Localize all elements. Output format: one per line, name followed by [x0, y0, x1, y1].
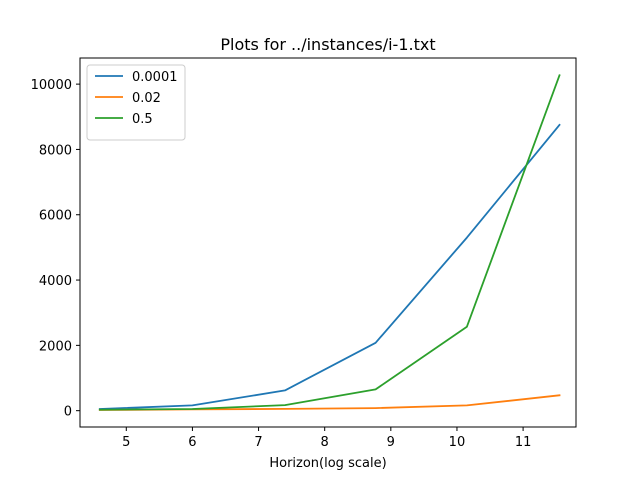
x-tick-label: 7 [254, 435, 262, 450]
x-tick-label: 9 [387, 435, 395, 450]
y-tick-label: 2000 [39, 339, 72, 354]
axes: 5 6 7 8 9 10 11 0 2000 4000 6000 8000 10000 [31, 57, 577, 450]
plot-area [98, 74, 561, 411]
x-tick-label: 5 [122, 435, 130, 450]
x-tick-label: 10 [449, 435, 466, 450]
chart-title: Plots for ../instances/i-1.txt [220, 35, 435, 54]
x-tick-label: 8 [321, 435, 329, 450]
legend-label: 0.0001 [132, 70, 178, 85]
legend: 0.0001 0.02 0.5 [86, 64, 186, 141]
legend-label: 0.5 [132, 112, 153, 127]
series-line-0.5 [98, 74, 561, 411]
axes-frame [79, 57, 577, 428]
y-tick-label: 0 [64, 405, 72, 420]
series-line-0.0001 [98, 123, 561, 410]
y-tick-label: 4000 [39, 274, 72, 289]
y-tick-label: 6000 [39, 209, 72, 224]
x-axis-label: Horizon(log scale) [269, 456, 386, 471]
x-tick-label: 11 [515, 435, 532, 450]
x-tick-label: 6 [188, 435, 196, 450]
legend-label: 0.02 [132, 91, 161, 106]
legend-box [86, 64, 186, 141]
y-tick-label: 8000 [39, 143, 72, 158]
y-tick-label: 10000 [31, 78, 72, 93]
